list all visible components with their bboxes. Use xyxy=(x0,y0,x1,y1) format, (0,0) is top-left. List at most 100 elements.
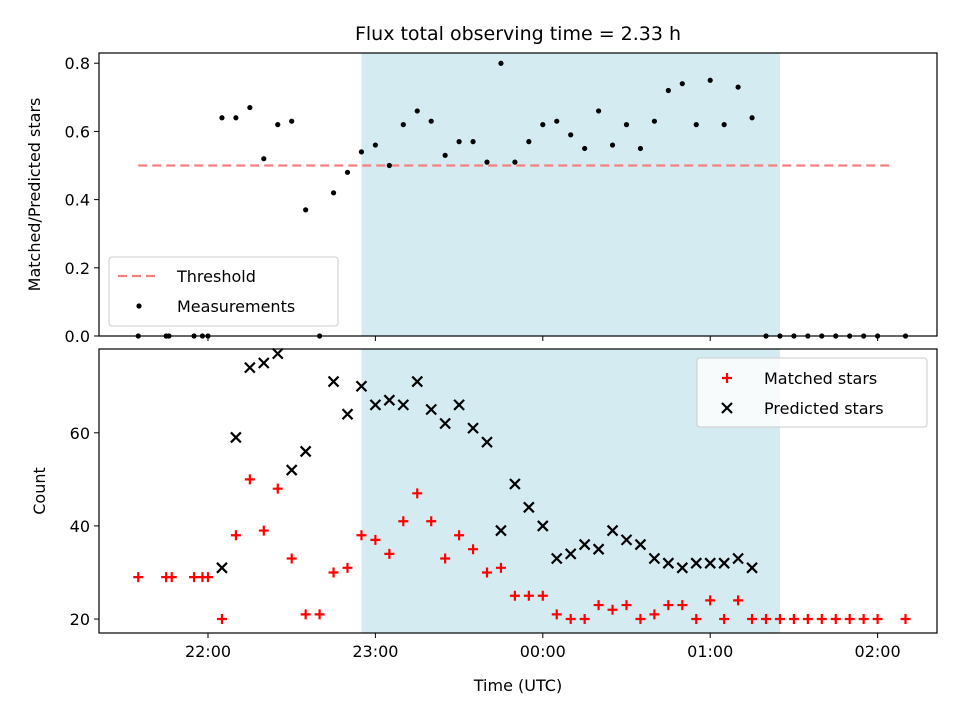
measurement-point xyxy=(303,207,309,213)
predicted-star-point xyxy=(285,464,298,476)
top-x-ticks xyxy=(207,336,879,341)
predicted-star-point xyxy=(704,557,716,569)
top-y-axis-label: Matched/Predicted stars xyxy=(25,98,44,292)
matched-star-point xyxy=(509,590,520,601)
measurement-point xyxy=(651,118,658,124)
matched-star-point xyxy=(495,562,506,573)
matched-star-point xyxy=(663,600,674,611)
measurement-point xyxy=(721,122,727,128)
predicted-star-point xyxy=(523,501,535,514)
measurement-point xyxy=(330,190,337,196)
matched-star-point xyxy=(579,614,590,625)
measurement-point xyxy=(400,122,406,128)
predicted-star-point xyxy=(271,347,284,360)
measurement-point xyxy=(526,139,532,145)
matched-star-point xyxy=(523,590,534,601)
x-tick-label: 22:00 xyxy=(185,642,231,661)
bottom-legend: Matched stars Predicted stars xyxy=(696,357,928,428)
top-y-axis: 0.0 0.2 0.4 0.6 0.8 xyxy=(65,54,99,346)
bottom-y-axis-label: Count xyxy=(30,467,49,515)
observing-window-shade-top xyxy=(361,53,780,336)
matched-star-point xyxy=(705,595,716,606)
top-y-tick-label: 0.6 xyxy=(65,122,90,141)
legend-matched-label: Matched stars xyxy=(764,369,877,388)
predicted-star-point xyxy=(662,557,675,569)
measurement-point xyxy=(568,132,574,138)
measurement-point xyxy=(679,81,685,87)
predicted-star-point xyxy=(383,394,396,406)
measurement-point xyxy=(707,77,713,83)
predicted-star-point xyxy=(718,557,730,569)
matched-star-point xyxy=(482,567,492,578)
measurement-point xyxy=(749,115,755,121)
predicted-star-point xyxy=(467,422,479,434)
legend-measurements-swatch xyxy=(136,303,142,309)
matched-star-point xyxy=(593,600,604,611)
predicted-star-point xyxy=(355,380,368,393)
predicted-star-point xyxy=(439,417,451,430)
predicted-star-point xyxy=(341,408,354,420)
measurement-point xyxy=(484,159,490,165)
matched-star-point xyxy=(133,572,144,583)
predicted-star-point xyxy=(411,375,424,388)
measurement-point xyxy=(386,162,392,169)
matched-star-point xyxy=(900,614,911,625)
matched-star-point xyxy=(272,483,283,494)
matched-star-point xyxy=(747,614,758,625)
matched-star-point xyxy=(216,614,227,625)
measurement-point xyxy=(372,142,378,148)
predicted-star-point xyxy=(453,399,465,411)
measurement-point xyxy=(554,118,560,124)
top-legend-box xyxy=(108,256,339,327)
x-axis-label: Time (UTC) xyxy=(473,676,562,695)
predicted-stars-series xyxy=(216,347,758,574)
predicted-star-point xyxy=(369,399,382,411)
legend-measurements-label: Measurements xyxy=(177,297,295,316)
top-y-tick-label: 0.8 xyxy=(65,54,90,73)
predicted-star-point xyxy=(327,375,340,388)
predicted-star-point xyxy=(634,538,647,551)
matched-star-point xyxy=(551,609,562,620)
bottom-y-tick-label: 40 xyxy=(70,517,90,536)
matched-star-point xyxy=(635,614,646,625)
predicted-star-point xyxy=(230,431,242,444)
matched-star-point xyxy=(677,600,688,611)
matched-star-point xyxy=(621,600,632,611)
predicted-star-point xyxy=(397,399,410,411)
predicted-star-point xyxy=(216,562,228,574)
predicted-star-point xyxy=(564,548,577,560)
measurement-point xyxy=(275,122,281,128)
matched-star-point xyxy=(691,614,702,625)
top-legend: Threshold Measurements xyxy=(108,256,339,327)
matched-star-point xyxy=(830,614,841,625)
measurement-point xyxy=(596,108,602,114)
measurement-point xyxy=(247,104,253,111)
matched-star-point xyxy=(189,572,200,583)
matched-star-point xyxy=(286,553,297,564)
predicted-star-point xyxy=(481,436,493,448)
matched-star-point xyxy=(342,562,353,573)
measurement-point xyxy=(735,84,741,90)
predicted-star-point xyxy=(592,543,605,555)
matched-star-point xyxy=(300,609,311,620)
top-axes-frame xyxy=(98,52,938,337)
predicted-star-point xyxy=(537,520,549,532)
legend-predicted-swatch xyxy=(721,402,733,414)
matched-star-point xyxy=(398,516,409,527)
predicted-star-point xyxy=(495,524,507,537)
matched-star-point xyxy=(649,609,660,620)
matched-star-point xyxy=(230,530,241,541)
matched-star-point xyxy=(258,525,269,536)
predicted-star-point xyxy=(578,538,591,551)
matched-star-point xyxy=(468,544,479,555)
predicted-star-point xyxy=(606,524,619,537)
matched-stars-series xyxy=(133,474,911,625)
predicted-star-point xyxy=(732,552,744,565)
measurement-point xyxy=(358,149,365,155)
matched-star-point xyxy=(412,488,423,499)
predicted-star-point xyxy=(299,445,312,458)
measurement-point xyxy=(693,122,699,128)
bottom-panel: 20 40 60 22:00 23:00 00:00 01:00 02:00 Time (U… xyxy=(30,347,938,695)
bottom-legend-box xyxy=(696,357,928,428)
